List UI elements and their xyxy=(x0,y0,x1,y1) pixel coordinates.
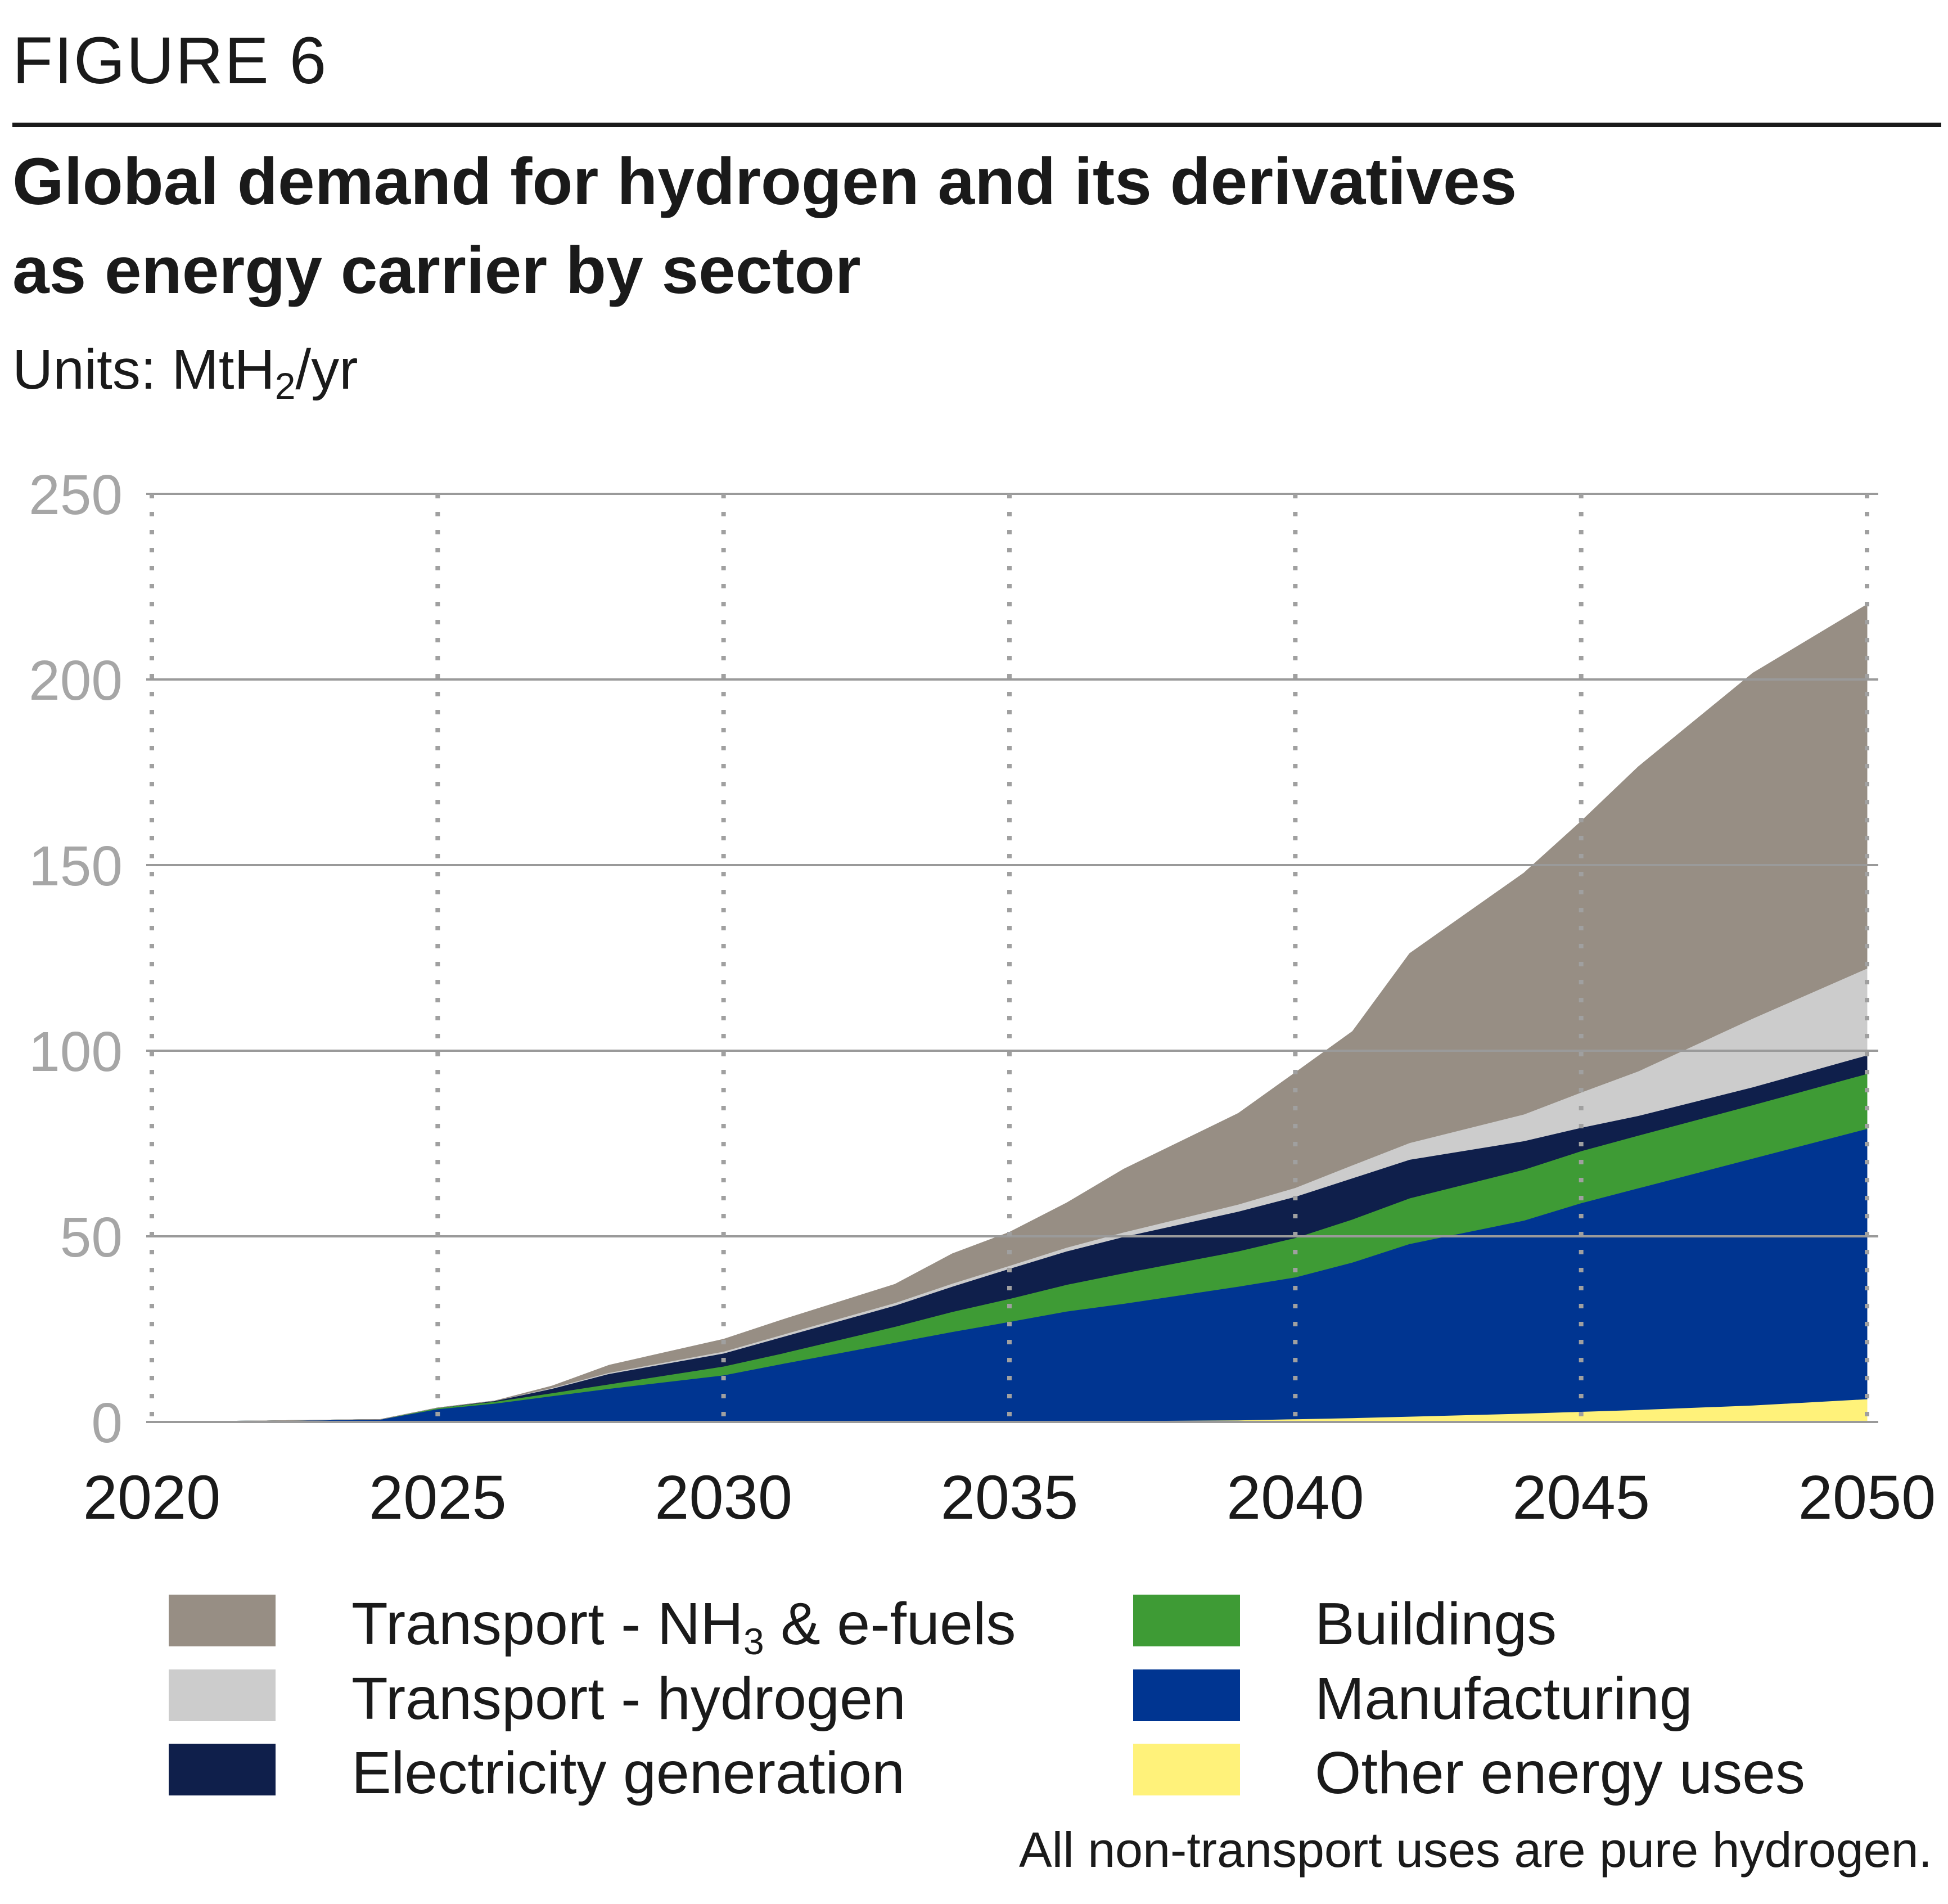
legend-label: Transport - hydrogen xyxy=(351,1666,906,1732)
y-tick-label: 150 xyxy=(29,835,123,898)
legend-swatch xyxy=(1133,1595,1240,1646)
legend-swatch xyxy=(169,1595,276,1646)
legend-swatch xyxy=(169,1744,276,1795)
units-prefix: Units: MtH xyxy=(12,338,275,401)
chart-title: Global demand for hydrogen and its deriv… xyxy=(12,137,1924,315)
y-axis-tick-labels: 0 50 100 150 200 250 xyxy=(29,463,123,1455)
y-tick-label: 200 xyxy=(29,649,123,712)
legend-label: Transport - NH3 & e-fuels xyxy=(351,1591,1016,1662)
legend-label: Electricity generation xyxy=(351,1740,905,1806)
units-subscript: 2 xyxy=(274,365,296,407)
units-suffix: /yr xyxy=(295,338,358,401)
y-tick-label: 250 xyxy=(29,463,123,526)
x-tick-label: 2025 xyxy=(369,1463,507,1532)
x-tick-label: 2030 xyxy=(655,1463,792,1532)
area-series-5 xyxy=(151,604,1868,1423)
legend-swatch xyxy=(1133,1744,1240,1795)
x-tick-label: 2020 xyxy=(83,1463,221,1532)
x-tick-label: 2045 xyxy=(1512,1463,1650,1532)
x-axis-tick-labels: 2020 2025 2030 2035 2040 2045 2050 xyxy=(83,1463,1936,1532)
chart-title-line-1: Global demand for hydrogen and its deriv… xyxy=(12,145,1517,219)
legend-swatch xyxy=(169,1669,276,1721)
title-rule xyxy=(12,123,1941,127)
chart-title-line-2: as energy carrier by sector xyxy=(12,233,861,308)
legend-swatch xyxy=(1133,1669,1240,1721)
y-tick-label: 50 xyxy=(60,1206,123,1269)
area-layer xyxy=(151,604,1868,1423)
legend-label: Other energy uses xyxy=(1315,1740,1806,1806)
horizontal-gridlines xyxy=(146,493,1878,1423)
y-tick-label: 0 xyxy=(91,1392,123,1455)
y-tick-label: 100 xyxy=(29,1020,123,1083)
legend-label: Buildings xyxy=(1315,1591,1557,1657)
legend-label: Manufacturing xyxy=(1315,1666,1693,1732)
figure-label: FIGURE 6 xyxy=(12,24,328,98)
units-label: Units: MtH2/yr xyxy=(12,337,358,407)
x-tick-label: 2050 xyxy=(1798,1463,1936,1532)
footnote: All non-transport uses are pure hydrogen… xyxy=(1018,1822,1932,1878)
x-tick-label: 2040 xyxy=(1226,1463,1364,1532)
x-tick-label: 2035 xyxy=(941,1463,1079,1532)
